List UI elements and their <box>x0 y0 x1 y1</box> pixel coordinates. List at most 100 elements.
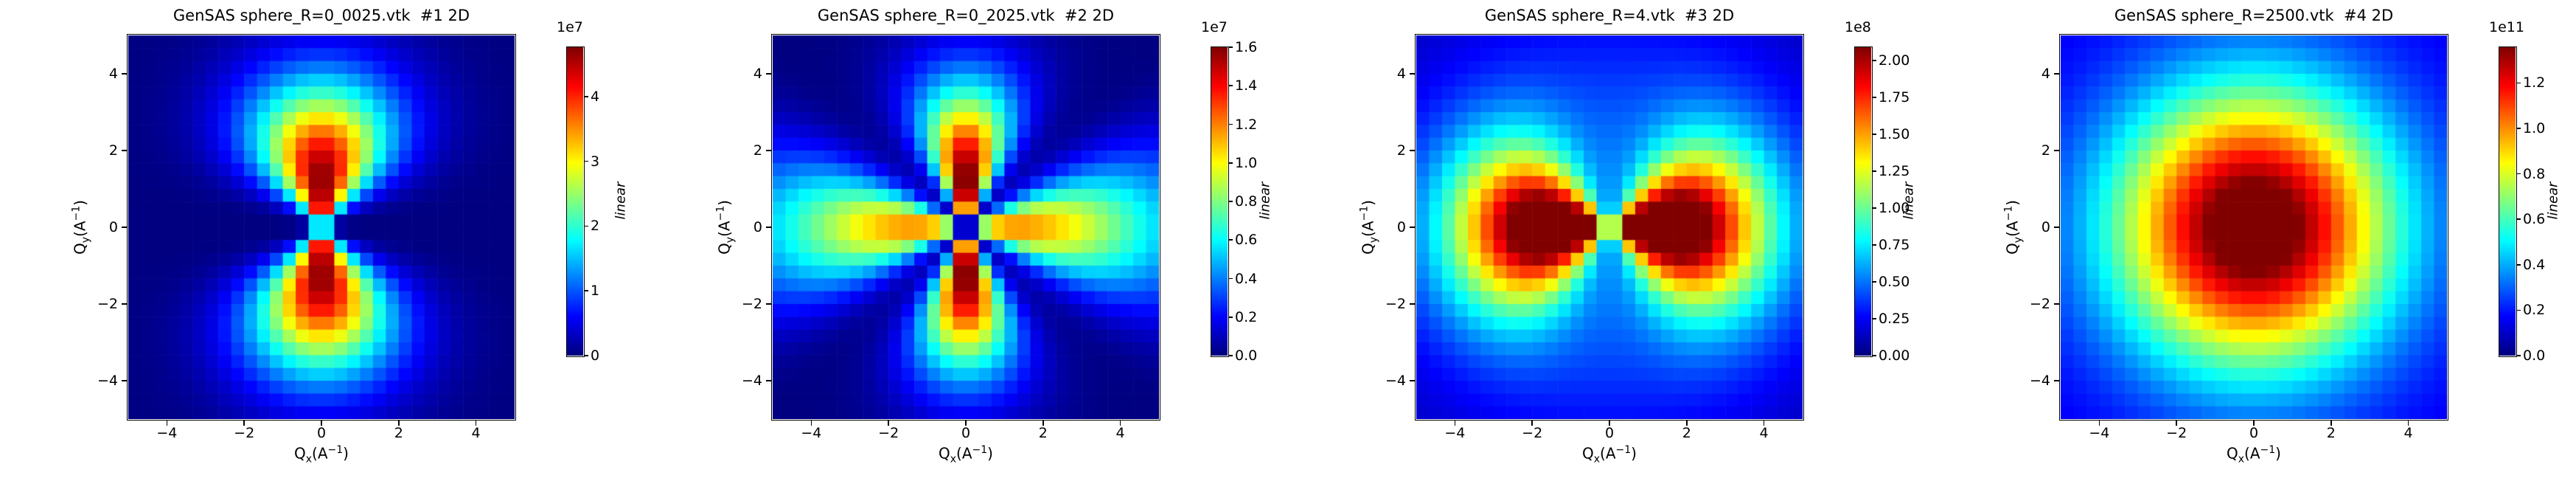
x-axis-label: Qx(A−1) <box>1582 444 1637 466</box>
colorbar-tick-label: 1.0 <box>2523 120 2546 136</box>
colorbar-axis-label: linear <box>1901 182 1917 220</box>
colorbar-tick-mark <box>1872 134 1876 135</box>
x-tick-mark <box>398 421 400 426</box>
x-tick-label: 2 <box>1682 425 1691 441</box>
y-tick-label: 4 <box>2041 66 2050 82</box>
y-tick-label: 0 <box>2041 219 2050 235</box>
colorbar-tick-mark <box>2516 309 2521 311</box>
colorbar-tick-mark <box>2516 218 2521 220</box>
x-tick-mark <box>1119 421 1121 426</box>
y-tick-mark <box>1410 380 1415 381</box>
colorbar-tick-label: 1.2 <box>2523 75 2546 91</box>
colorbar-tick-label: 1.6 <box>1235 39 1258 55</box>
x-tick-mark <box>2098 421 2100 426</box>
y-tick-label: −2 <box>2029 296 2050 312</box>
colorbar-border <box>2498 46 2517 357</box>
y-tick-mark <box>1410 73 1415 75</box>
colorbar-tick-label: 2 <box>591 218 600 235</box>
panel-title: GenSAS sphere_R=4.vtk #3 2D <box>1484 7 1735 24</box>
colorbar-tick-mark <box>1872 244 1876 246</box>
y-tick-mark <box>2054 73 2059 75</box>
colorbar-tick-mark <box>2516 173 2521 175</box>
colorbar-tick-mark <box>584 355 588 356</box>
colorbar-tick-label: 1.75 <box>1879 89 1910 106</box>
x-tick-label: 2 <box>394 425 403 441</box>
y-tick-mark <box>122 303 127 305</box>
y-tick-label: 2 <box>108 142 118 159</box>
x-tick-mark <box>888 421 889 426</box>
x-tick-label: 4 <box>1759 425 1769 441</box>
x-tick-mark <box>1531 421 1533 426</box>
heatmap-panel-3: GenSAS sphere_R=4.vtk #3 2D −4 −2 0 2 4 4 2 0 −… <box>1288 0 1932 484</box>
colorbar-tick-label: 0.4 <box>2523 256 2546 273</box>
y-tick-label: −4 <box>97 373 118 389</box>
colorbar-tick-mark <box>1228 239 1233 241</box>
colorbar-tick-mark <box>1228 85 1233 87</box>
y-tick-mark <box>766 303 771 305</box>
y-tick-label: 2 <box>753 142 762 159</box>
x-tick-label: 0 <box>2249 425 2259 441</box>
x-tick-label: 2 <box>1038 425 1048 441</box>
colorbar-tick-label: 0.6 <box>2523 211 2546 228</box>
y-tick-label: 4 <box>1396 66 1406 82</box>
colorbar-axis-label: linear <box>613 182 629 220</box>
x-tick-mark <box>2330 421 2332 426</box>
colorbar-tick-mark <box>1228 355 1233 356</box>
x-tick-mark <box>1454 421 1456 426</box>
x-tick-label: −4 <box>156 425 178 441</box>
plot-border <box>127 34 516 421</box>
x-tick-mark <box>965 421 967 426</box>
colorbar-tick-label: 1.25 <box>1879 163 1910 179</box>
heatmap-panel-2: GenSAS sphere_R=0_2025.vtk #2 2D −4 −2 0 2 4… <box>644 0 1288 484</box>
x-tick-mark <box>810 421 812 426</box>
y-tick-mark <box>1410 150 1415 151</box>
y-tick-mark <box>1410 303 1415 305</box>
colorbar-tick-mark <box>1872 170 1876 172</box>
colorbar-canvas <box>567 47 583 356</box>
x-tick-mark <box>1686 421 1688 426</box>
colorbar-tick-mark <box>584 95 588 97</box>
colorbar-tick-label: 0.50 <box>1879 274 1910 290</box>
colorbar-tick-mark <box>2516 355 2521 356</box>
x-tick-label: −2 <box>234 425 255 441</box>
colorbar-tick-label: 0.75 <box>1879 237 1910 253</box>
colorbar-tick-mark <box>1228 316 1233 318</box>
x-tick-mark <box>1763 421 1765 426</box>
y-tick-mark <box>2054 380 2059 381</box>
colorbar-tick-label: 0.0 <box>2523 348 2546 364</box>
y-tick-label: 4 <box>108 66 118 82</box>
colorbar-tick-label: 0.00 <box>1879 348 1910 364</box>
y-tick-mark <box>1410 227 1415 228</box>
y-tick-label: −4 <box>741 373 762 389</box>
colorbar-tick-mark <box>2516 82 2521 84</box>
x-tick-mark <box>2176 421 2177 426</box>
colorbar-tick-mark <box>1228 277 1233 280</box>
colorbar-scale-label: 1e11 <box>2489 19 2524 35</box>
y-axis-label: Qy(A−1) <box>1358 200 1380 255</box>
x-tick-label: 4 <box>2403 425 2413 441</box>
colorbar-tick-label: 0.8 <box>1235 193 1258 210</box>
colorbar-tick-mark <box>1228 46 1233 48</box>
panel-title: GenSAS sphere_R=2500.vtk #4 2D <box>2114 7 2394 24</box>
colorbar-tick-label: 0.2 <box>1235 308 1258 325</box>
x-tick-label: 0 <box>1604 425 1615 441</box>
y-tick-mark <box>766 380 771 381</box>
colorbar-border <box>1853 46 1873 357</box>
colorbar-scale-label: 1e7 <box>557 19 583 35</box>
colorbar-tick-mark <box>584 225 588 227</box>
colorbar-tick-mark <box>1228 201 1233 202</box>
colorbar-tick-mark <box>1872 60 1876 61</box>
x-tick-mark <box>321 421 322 426</box>
heatmap-panel-4: GenSAS sphere_R=2500.vtk #4 2D −4 −2 0 2 4 4… <box>1932 0 2576 484</box>
colorbar-canvas <box>2499 47 2516 356</box>
heatmap-canvas <box>2061 35 2447 419</box>
colorbar-tick-mark <box>584 290 588 291</box>
x-axis-label: Qx(A−1) <box>2227 444 2281 466</box>
x-tick-label: −4 <box>1444 425 1466 441</box>
x-tick-mark <box>166 421 168 426</box>
y-tick-label: −2 <box>97 296 118 312</box>
colorbar-axis-label: linear <box>1257 182 1273 220</box>
colorbar-tick-mark <box>1228 162 1233 164</box>
colorbar-tick-mark <box>1872 318 1876 319</box>
colorbar-tick-label: 0.2 <box>2523 302 2546 319</box>
